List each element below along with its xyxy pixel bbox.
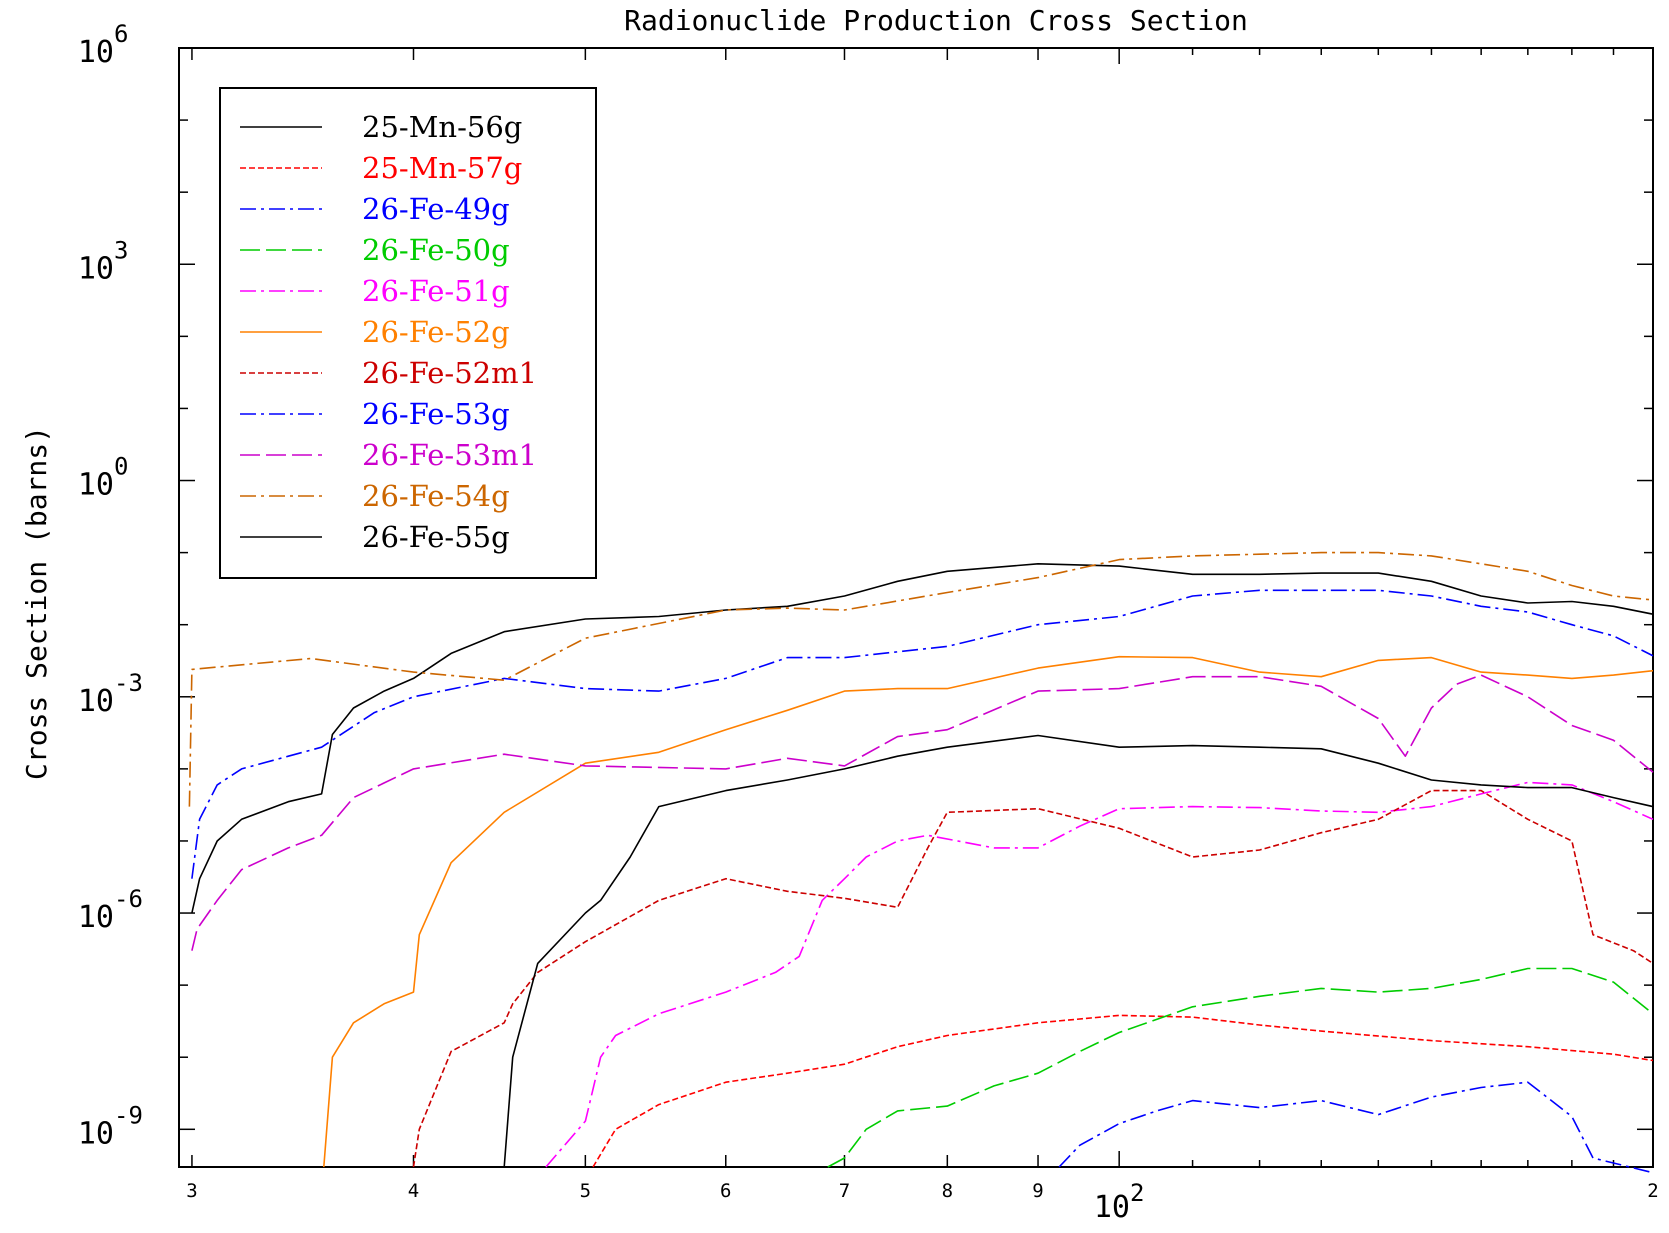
legend-entry: 26-Fe-53g xyxy=(362,397,510,431)
series-line-10 xyxy=(503,734,1654,1168)
series-line-3 xyxy=(827,967,1654,1168)
y-tick-exponent: -9 xyxy=(114,1101,143,1129)
legend-entry: 26-Fe-52m1 xyxy=(362,356,537,390)
y-tick-exponent: 3 xyxy=(114,236,128,264)
legend: 25-Mn-56g 25-Mn-57g 26-Fe-49g 26-Fe-50g 26-F… xyxy=(219,87,597,579)
series-line-8 xyxy=(191,674,1654,951)
x-multiplier-label: 102 xyxy=(1094,1179,1145,1225)
chart-title: Radionuclide Production Cross Section xyxy=(624,4,1248,37)
x-tick-label: 2 xyxy=(1647,1180,1658,1202)
series-line-7 xyxy=(191,589,1654,879)
legend-entry: 26-Fe-49g xyxy=(362,192,510,226)
y-tick-label: 10 xyxy=(78,1116,114,1151)
legend-entry: 26-Fe-51g xyxy=(362,274,510,308)
y-tick-exponent: 6 xyxy=(114,20,128,48)
series-line-2 xyxy=(1058,1081,1654,1174)
legend-entry: 26-Fe-53m1 xyxy=(362,438,537,472)
y-tick-label: 10 xyxy=(78,251,114,286)
series-layer xyxy=(188,551,1654,1174)
x-tick-label: 6 xyxy=(720,1180,731,1202)
plot-frame xyxy=(178,47,1654,1168)
y-tick-exponent: 0 xyxy=(114,453,128,481)
series-line-5 xyxy=(323,655,1654,1168)
legend-entry: 26-Fe-52g xyxy=(362,315,510,349)
series-line-1 xyxy=(592,1014,1654,1168)
y-tick-label: 10 xyxy=(78,900,114,935)
legend-entry: 26-Fe-50g xyxy=(362,233,510,267)
y-tick-label: 10 xyxy=(78,684,114,719)
series-line-0 xyxy=(191,563,1654,914)
y-tick-exponent: -3 xyxy=(114,669,143,697)
y-tick-exponent: -6 xyxy=(114,885,143,913)
x-tick-label: 3 xyxy=(186,1180,197,1202)
x-tick-label: 7 xyxy=(839,1180,850,1202)
x-tick-label: 5 xyxy=(580,1180,591,1202)
y-tick-label: 10 xyxy=(78,468,114,503)
series-line-9 xyxy=(188,551,1654,807)
x-tick-label: 8 xyxy=(942,1180,953,1202)
legend-entry: 26-Fe-54g xyxy=(362,479,510,513)
legend-entry: 26-Fe-55g xyxy=(362,520,510,554)
legend-entry: 25-Mn-56g xyxy=(362,110,522,144)
series-line-6 xyxy=(412,789,1654,1168)
series-line-4 xyxy=(545,781,1654,1168)
y-axis-title: Cross Section (barns) xyxy=(20,426,53,780)
x-tick-label: 9 xyxy=(1032,1180,1043,1202)
legend-entry: 25-Mn-57g xyxy=(362,151,522,185)
x-tick-label: 4 xyxy=(408,1180,419,1202)
y-tick-label: 10 xyxy=(78,35,114,70)
